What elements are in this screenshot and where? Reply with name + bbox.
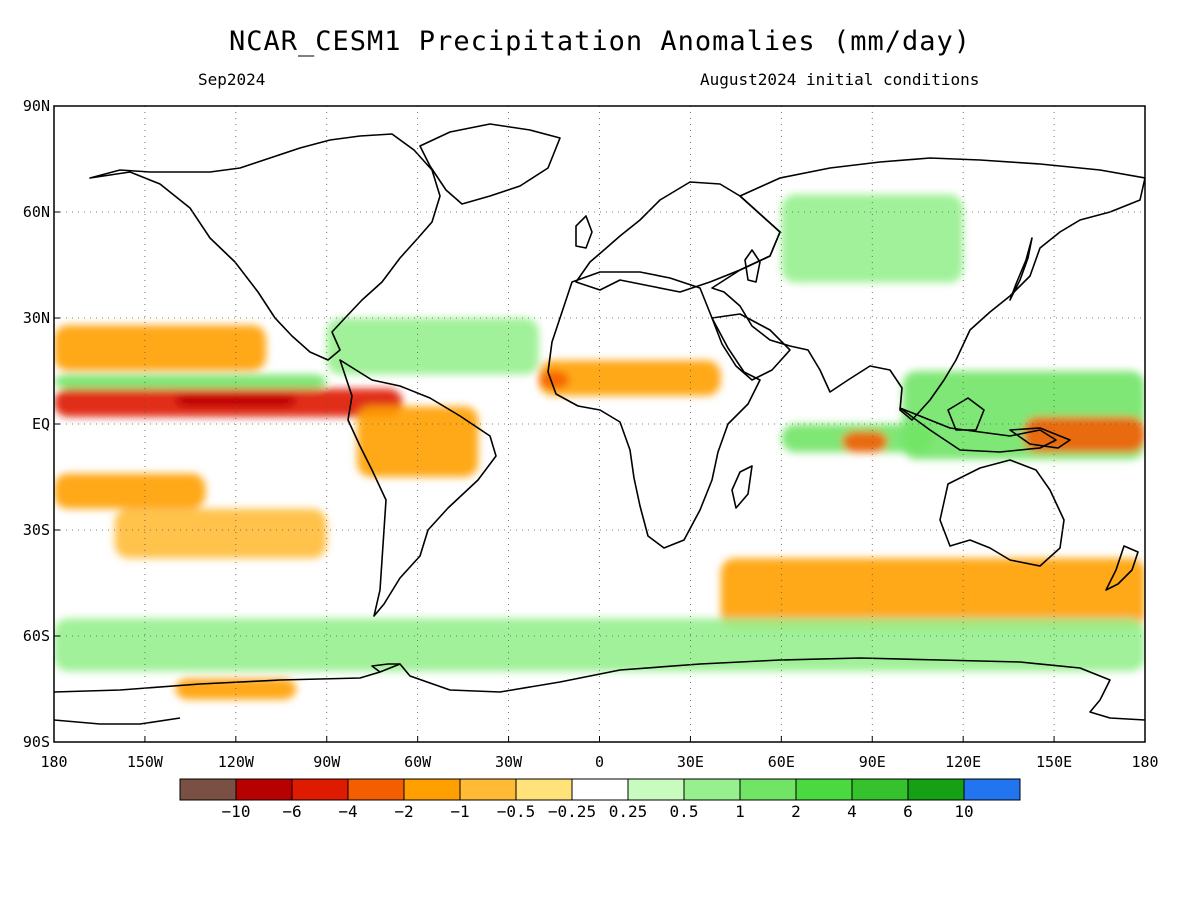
- colorbar-swatch: [347, 778, 405, 801]
- colorbar-label: −1: [450, 802, 469, 821]
- anomaly-region: [175, 395, 297, 407]
- colorbar-label: 4: [847, 802, 857, 821]
- colorbar-label: −0.5: [497, 802, 536, 821]
- colorbar-swatch: [683, 778, 741, 801]
- coastline-uk: [575, 215, 593, 249]
- anomaly-region: [538, 371, 570, 389]
- coastline-antarctic-south: [54, 717, 181, 725]
- colorbar-swatch: [459, 778, 517, 801]
- colorbar-label: −10: [222, 802, 251, 821]
- y-tick-label: EQ: [32, 415, 50, 433]
- anomaly-region: [114, 508, 327, 559]
- colorbar-swatch: [963, 778, 1021, 801]
- anomaly-region: [326, 318, 539, 375]
- x-tick-label: 150E: [1036, 753, 1072, 771]
- colorbar-swatch: [627, 778, 685, 801]
- anomaly-region: [720, 558, 1145, 629]
- colorbar-label: 6: [903, 802, 913, 821]
- y-tick-label: 60S: [23, 627, 50, 645]
- x-tick-label: 120E: [945, 753, 981, 771]
- colorbar-label: −6: [282, 802, 301, 821]
- anomaly-region: [54, 325, 267, 371]
- colorbar-label: 1: [735, 802, 745, 821]
- coastlines: [54, 123, 1145, 725]
- coastline-asia: [711, 157, 1145, 421]
- anomaly-field: [54, 194, 1145, 700]
- latitude-ticks: 90N 60N 30N EQ 30S 60S 90S: [23, 97, 60, 751]
- anomaly-region: [1023, 416, 1145, 453]
- colorbar-label: −0.25: [548, 802, 596, 821]
- coastline-antarctic-peninsula: [371, 663, 400, 673]
- colorbar-swatch: [739, 778, 797, 801]
- x-tick-label: 60W: [404, 753, 432, 771]
- colorbar-swatch: [403, 778, 461, 801]
- coastline-antarctica: [54, 657, 1145, 721]
- colorbar-label: 10: [954, 802, 973, 821]
- anomaly-region: [54, 473, 206, 509]
- anomaly-region: [357, 406, 479, 477]
- colorbar-swatch: [235, 778, 293, 801]
- coastline-japan: [1009, 237, 1033, 301]
- x-tick-label: 180: [1131, 753, 1158, 771]
- colorbar-label: 2: [791, 802, 801, 821]
- coastline-greenland: [419, 123, 561, 205]
- coastline-south-america: [339, 359, 497, 617]
- colorbar-swatch: [907, 778, 965, 801]
- y-tick-label: 30N: [23, 309, 50, 327]
- x-tick-label: 180: [40, 753, 67, 771]
- colorbar-label: 0.25: [609, 802, 648, 821]
- x-tick-label: 30W: [495, 753, 523, 771]
- colorbar-swatch: [179, 778, 237, 801]
- x-tick-label: 30E: [677, 753, 704, 771]
- coastline-arabia: [711, 313, 791, 381]
- coastline-caspian: [744, 249, 761, 283]
- anomaly-region: [538, 360, 721, 396]
- colorbar-swatch: [851, 778, 909, 801]
- anomaly-region: [54, 618, 1145, 672]
- coastline-new-zealand: [1105, 545, 1139, 591]
- colorbar-swatch: [571, 778, 629, 801]
- longitude-ticks: 180 150W 120W 90W 60W 30W 0 30E 60E 90E 120E 150E 18…: [40, 736, 1159, 771]
- map-grid: [54, 106, 1145, 742]
- coastline-new-guinea: [1009, 427, 1071, 449]
- y-tick-label: 60N: [23, 203, 50, 221]
- colorbar-label: −2: [394, 802, 413, 821]
- x-tick-label: 150W: [127, 753, 164, 771]
- x-tick-label: 60E: [768, 753, 795, 771]
- coastline-africa: [547, 271, 761, 549]
- coastline-madagascar: [731, 465, 753, 509]
- coastline-borneo: [947, 397, 985, 431]
- anomaly-region: [54, 374, 327, 389]
- chart-title: NCAR_CESM1 Precipitation Anomalies (mm/d…: [229, 26, 971, 57]
- coastline-indonesia: [899, 407, 1057, 453]
- colorbar-label: −4: [338, 802, 357, 821]
- x-tick-label: 90E: [859, 753, 886, 771]
- y-tick-label: 30S: [23, 521, 50, 539]
- anomaly-region: [841, 431, 888, 453]
- y-tick-label: 90S: [23, 733, 50, 751]
- y-tick-label: 90N: [23, 97, 50, 115]
- colorbar-swatch: [795, 778, 853, 801]
- x-tick-label: 120W: [218, 753, 255, 771]
- x-tick-label: 0: [595, 753, 604, 771]
- colorbar-swatch: [291, 778, 349, 801]
- colorbar: −10 −6 −4 −2 −1 −0.5 −0.25 0.25 0.5 1 2 4 6 10: [179, 778, 1021, 821]
- coastline-australia: [939, 459, 1065, 567]
- initial-conditions: August2024 initial conditions: [700, 70, 980, 89]
- colorbar-swatch: [515, 778, 573, 801]
- colorbar-label: 0.5: [670, 802, 699, 821]
- x-tick-label: 90W: [313, 753, 341, 771]
- forecast-month: Sep2024: [198, 70, 266, 89]
- coastline-north-america: [89, 133, 441, 361]
